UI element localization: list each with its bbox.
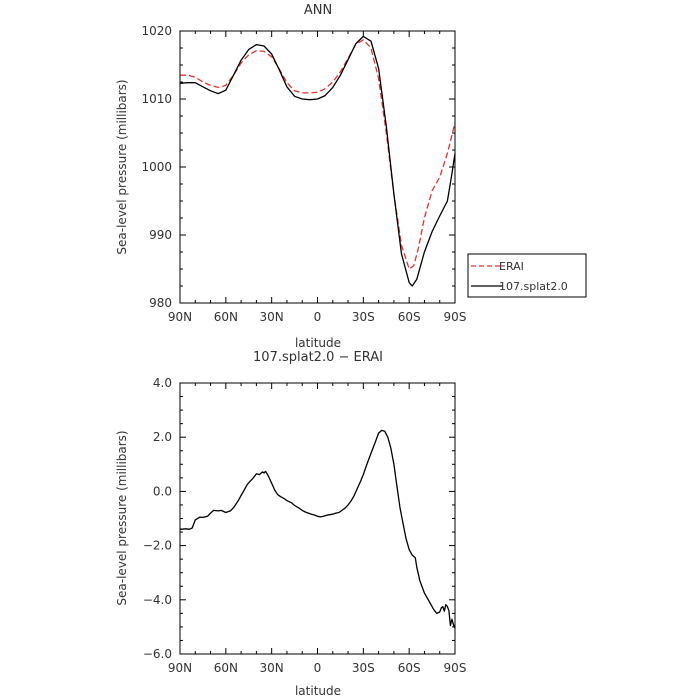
y-tick-label: −4.0 bbox=[143, 593, 172, 607]
panel-bottom-difference: 107.splat2.0 − ERAI latitude Sea-level p… bbox=[115, 350, 466, 698]
x-tick-label: 90N bbox=[168, 310, 192, 324]
chart-title: 107.splat2.0 − ERAI bbox=[253, 350, 383, 365]
x-tick-label: 0 bbox=[314, 310, 322, 324]
y-tick-label: 2.0 bbox=[153, 430, 172, 444]
x-tick-label: 60S bbox=[398, 310, 421, 324]
x-tick-label: 90N bbox=[168, 661, 192, 675]
x-tick-label: 30S bbox=[352, 661, 375, 675]
panel-top-ann: ANN latitude Sea-level pressure (milliba… bbox=[115, 3, 466, 350]
series-line-erai bbox=[180, 39, 456, 270]
y-axis-label: Sea-level pressure (millibars) bbox=[115, 430, 129, 605]
y-tick-label: −2.0 bbox=[143, 539, 172, 553]
plot-ticks: 90N 60N 30N 0 30S 60S 90S 980 990 1000 1010 1020 bbox=[141, 24, 466, 324]
y-tick-label: −6.0 bbox=[143, 647, 172, 661]
legend-label-model: 107.splat2.0 bbox=[499, 280, 568, 293]
chart-title: ANN bbox=[304, 3, 332, 18]
x-axis-label: latitude bbox=[295, 336, 341, 350]
y-tick-label: 1020 bbox=[141, 24, 172, 38]
y-tick-label: 1010 bbox=[141, 92, 172, 106]
y-tick-label: 980 bbox=[149, 296, 172, 310]
x-tick-label: 60N bbox=[214, 310, 238, 324]
x-tick-label: 60S bbox=[398, 661, 421, 675]
y-axis-label: Sea-level pressure (millibars) bbox=[115, 79, 129, 254]
x-tick-label: 90S bbox=[444, 310, 467, 324]
x-tick-label: 60N bbox=[214, 661, 238, 675]
y-tick-label: 1000 bbox=[141, 160, 172, 174]
plot-frame bbox=[179, 382, 456, 655]
y-tick-label: 0.0 bbox=[153, 484, 172, 498]
plot-ticks: 90N 60N 30N 0 30S 60S 90S −6.0 −4.0 −2.0 0.0 2.0 4.0 bbox=[143, 376, 467, 675]
series-line-107-splat2-0 bbox=[179, 35, 456, 287]
x-tick-label: 30S bbox=[352, 310, 375, 324]
plot-series bbox=[179, 429, 456, 629]
x-tick-label: 90S bbox=[444, 661, 467, 675]
x-tick-label: 0 bbox=[314, 661, 322, 675]
series-line-difference bbox=[179, 429, 456, 629]
x-axis-label: latitude bbox=[295, 684, 341, 698]
legend-label-erai: ERAI bbox=[499, 260, 524, 273]
legend: ERAI 107.splat2.0 bbox=[467, 253, 587, 298]
y-tick-label: 4.0 bbox=[153, 376, 172, 390]
y-tick-label: 990 bbox=[149, 228, 172, 242]
plot-frame bbox=[179, 30, 456, 304]
legend-box bbox=[467, 253, 587, 298]
plot-series bbox=[179, 35, 456, 287]
x-tick-label: 30N bbox=[260, 310, 284, 324]
x-tick-label: 30N bbox=[260, 661, 284, 675]
